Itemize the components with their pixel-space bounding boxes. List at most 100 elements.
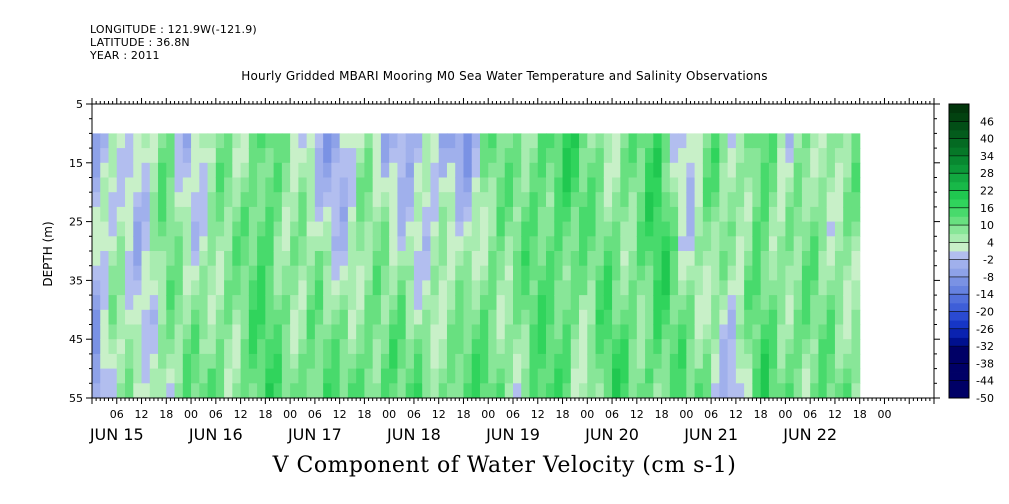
heatmap-cell xyxy=(834,221,844,237)
heatmap-cell xyxy=(719,280,729,296)
heatmap-cell xyxy=(455,265,465,281)
heatmap-cell xyxy=(116,368,126,384)
heatmap-cell xyxy=(810,353,820,370)
heatmap-cell xyxy=(380,133,390,149)
heatmap-cell xyxy=(290,368,299,384)
heatmap-cell xyxy=(166,383,176,398)
heatmap-cell xyxy=(504,309,514,326)
heatmap-cell xyxy=(158,353,167,370)
heatmap-cell xyxy=(290,133,299,149)
heatmap-cell xyxy=(727,192,737,208)
x-tick-label: 06 xyxy=(605,408,619,421)
heatmap-cell xyxy=(182,353,192,370)
heatmap-cell xyxy=(818,162,828,179)
heatmap-cell xyxy=(92,162,93,179)
heatmap-cell xyxy=(339,353,349,370)
heatmap-cell xyxy=(232,324,242,340)
heatmap-cell xyxy=(587,383,597,398)
heatmap-cell xyxy=(248,162,258,179)
heatmap-cell xyxy=(133,368,143,384)
heatmap-cell xyxy=(380,221,390,237)
heatmap-cell xyxy=(248,280,258,296)
heatmap-cell xyxy=(380,295,390,311)
heatmap-cell xyxy=(166,236,176,252)
heatmap-cell xyxy=(207,133,217,149)
x-tick-label: 12 xyxy=(432,408,446,421)
heatmap-cell xyxy=(653,383,663,398)
colorbar-label: 40 xyxy=(980,133,994,146)
heatmap-cell xyxy=(529,192,539,208)
heatmap-cell xyxy=(661,236,671,252)
heatmap-cell xyxy=(397,339,407,355)
heatmap-cell xyxy=(372,309,382,326)
heatmap-cell xyxy=(810,206,820,223)
heatmap-cell xyxy=(587,309,597,326)
heatmap-cell xyxy=(645,309,654,326)
colorbar-swatch xyxy=(949,259,969,269)
heatmap-cell xyxy=(496,148,506,164)
heatmap-cell xyxy=(446,192,456,208)
heatmap-cell xyxy=(595,280,605,296)
heatmap-cell xyxy=(380,251,390,267)
heatmap-cell xyxy=(125,221,134,237)
heatmap-cell xyxy=(768,295,778,311)
heatmap-cell xyxy=(455,221,465,237)
heatmap-cell xyxy=(603,324,613,340)
heatmap-cell xyxy=(331,206,341,223)
heatmap-cell xyxy=(215,236,225,252)
heatmap-cell xyxy=(339,162,349,179)
heatmap-cell xyxy=(347,368,357,384)
heatmap-cell xyxy=(422,280,432,296)
heatmap-cell xyxy=(438,265,448,281)
heatmap-cell xyxy=(744,148,753,164)
heatmap-cell xyxy=(513,309,522,326)
heatmap-cell xyxy=(620,368,630,384)
heatmap-cell xyxy=(595,177,605,193)
heatmap-cell xyxy=(661,148,671,164)
heatmap-cell xyxy=(570,177,580,193)
heatmap-cell xyxy=(735,353,745,370)
heatmap-cell xyxy=(257,280,266,296)
heatmap-cell xyxy=(570,339,580,355)
heatmap-cell xyxy=(620,236,630,252)
heatmap-cell xyxy=(298,251,308,267)
heatmap-cell xyxy=(496,368,506,384)
heatmap-cell xyxy=(471,162,481,179)
heatmap-cell xyxy=(413,339,423,355)
heatmap-cell xyxy=(331,251,341,267)
heatmap-cell xyxy=(504,221,514,237)
heatmap-cell xyxy=(347,309,357,326)
heatmap-cell xyxy=(760,265,770,281)
heatmap-cell xyxy=(405,353,415,370)
heatmap-cell xyxy=(92,309,93,326)
heatmap-cell xyxy=(645,133,654,149)
heatmap-cell xyxy=(446,236,456,252)
heatmap-cell xyxy=(851,162,861,179)
heatmap-cell xyxy=(653,265,663,281)
heatmap-cell xyxy=(323,148,332,164)
colorbar-swatch xyxy=(949,129,969,139)
heatmap-cell xyxy=(463,236,473,252)
heatmap-cell xyxy=(793,353,803,370)
heatmap-cell xyxy=(777,353,787,370)
heatmap-cell xyxy=(207,324,217,340)
heatmap-cell xyxy=(100,280,110,296)
heatmap-cell xyxy=(248,192,258,208)
heatmap-cell xyxy=(166,192,176,208)
heatmap-cell xyxy=(281,251,291,267)
heatmap-cell xyxy=(182,295,192,311)
heatmap-cell xyxy=(314,162,324,179)
heatmap-cell xyxy=(587,368,597,384)
heatmap-cell xyxy=(587,353,597,370)
heatmap-cell xyxy=(446,280,456,296)
heatmap-cell xyxy=(851,133,861,149)
heatmap-cell xyxy=(810,133,820,149)
heatmap-cell xyxy=(356,309,366,326)
heatmap-cell xyxy=(372,206,382,223)
heatmap-cell xyxy=(347,162,357,179)
heatmap-cell xyxy=(735,236,745,252)
heatmap-cell xyxy=(215,353,225,370)
heatmap-cell xyxy=(405,221,415,237)
heatmap-cell xyxy=(364,280,374,296)
